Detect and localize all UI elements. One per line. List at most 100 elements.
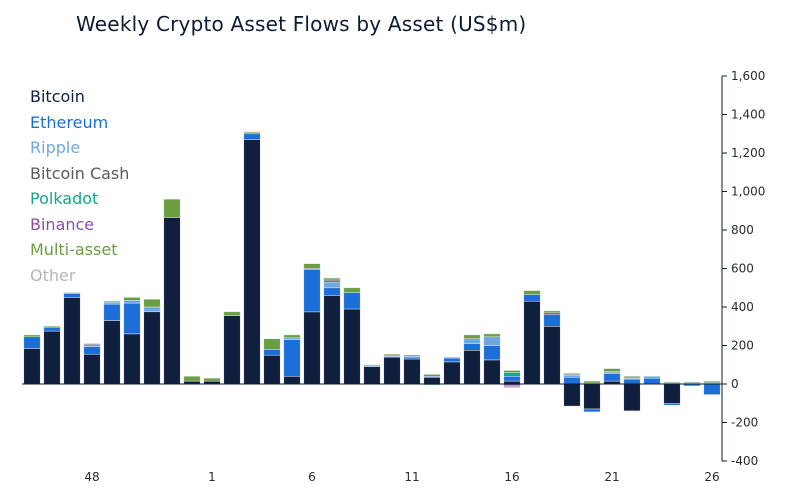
legend: Bitcoin Ethereum Ripple Bitcoin Cash Polkado…	[30, 84, 129, 288]
chart-title: Weekly Crypto Asset Flows by Asset (US$m…	[76, 12, 527, 36]
bar-polkadot-16	[503, 372, 521, 377]
bar-multi-asset-8	[343, 287, 361, 293]
bar-multi-asset-46	[43, 326, 61, 328]
bar-multi-asset-53	[183, 376, 201, 382]
bar-bitcoin-cash-11	[403, 354, 421, 357]
bar-ethereum-26	[703, 383, 721, 395]
bar-ethereum-8	[343, 292, 361, 310]
bar-bitcoin-13	[443, 361, 461, 385]
bar-bitcoin-10	[383, 356, 401, 385]
bar-multi-asset-21	[603, 368, 621, 372]
bar-multi-asset-51	[143, 299, 161, 308]
bar-ripple-50	[123, 300, 141, 304]
y-tick-label: 1,600	[731, 69, 765, 83]
bar-ripple-7	[323, 281, 341, 289]
bar-ethereum-23	[643, 377, 661, 385]
bar-multi-asset-6	[303, 263, 321, 269]
bar-bitcoin-46	[43, 330, 61, 385]
y-tick-label: 200	[731, 339, 754, 353]
bar-multi-asset-7	[323, 277, 341, 281]
y-tick-label: 1,200	[731, 146, 765, 160]
bar-multi-asset-52	[163, 198, 181, 218]
bar-bitcoin-8	[343, 308, 361, 385]
bar-multi-asset-45	[23, 334, 41, 338]
legend-entry-binance: Binance	[30, 214, 95, 234]
bar-multi-asset-5	[283, 334, 301, 339]
bar-ethereum-13	[443, 357, 461, 363]
y-tick-label: 0	[731, 377, 739, 391]
bar-ethereum-22	[623, 378, 641, 385]
bar-bitcoin-cash-48	[83, 343, 101, 345]
bar-ripple-13	[443, 356, 461, 359]
bar-multi-asset-15	[483, 333, 501, 338]
bar-bitcoin-20	[583, 383, 601, 410]
bar-ethereum-3	[243, 133, 261, 140]
bar-ethereum-20	[583, 408, 601, 413]
bar-multi-asset-22	[623, 376, 641, 378]
bar-binance-18	[543, 312, 561, 315]
bar-ethereum-47	[63, 293, 81, 298]
legend-entry-bitcoin-cash: Bitcoin Cash	[30, 163, 130, 183]
x-tick-label: 48	[84, 470, 99, 484]
bar-bitcoin-17	[523, 300, 541, 385]
bar-multi-asset-49	[103, 300, 121, 303]
bar-multi-asset-2	[223, 311, 241, 316]
bar-multi-asset-12	[423, 374, 441, 377]
bar-multi-asset-9	[363, 364, 381, 367]
bar-bitcoin-45	[23, 348, 41, 385]
x-tick-label: 26	[704, 470, 719, 484]
bar-ethereum-18	[543, 314, 561, 327]
bar-ethereum-49	[103, 303, 121, 321]
bar-bitcoin-2	[223, 315, 241, 385]
bar-multi-asset-26	[703, 380, 721, 383]
bar-bitcoin-15	[483, 359, 501, 385]
bar-ripple-5	[283, 337, 301, 340]
bar-multi-asset-25	[683, 381, 701, 384]
bar-bitcoin-9	[363, 366, 381, 385]
y-tick-label: 400	[731, 300, 754, 314]
y-tick-label: 600	[731, 262, 754, 276]
y-tick-label: 1,400	[731, 108, 765, 122]
bar-ethereum-16	[503, 376, 521, 382]
bar-bitcoin-11	[403, 358, 421, 385]
x-tick-label: 1	[208, 470, 216, 484]
bar-multi-asset-47	[63, 292, 81, 294]
x-tick-label: 11	[404, 470, 419, 484]
bar-ethereum-15	[483, 345, 501, 361]
bar-bitcoin-49	[103, 320, 121, 385]
bar-bitcoin-cash-7	[323, 279, 341, 283]
legend-entry-ripple: Ripple	[30, 138, 81, 157]
y-tick-label: 1,000	[731, 185, 765, 199]
bar-bitcoin-7	[323, 295, 341, 385]
legend-entry-multi-asset: Multi-asset	[30, 240, 118, 259]
bar-ethereum-24	[663, 403, 681, 406]
bar-ripple-49	[103, 301, 121, 305]
bar-ripple-14	[463, 338, 481, 344]
bar-ethereum-46	[43, 326, 61, 332]
y-tick-label: -400	[731, 454, 758, 468]
bar-bitcoin-48	[83, 353, 101, 385]
bar-ethereum-5	[283, 339, 301, 377]
bar-multi-asset-19	[563, 373, 581, 375]
bar-ethereum-14	[463, 343, 481, 351]
bar-ethereum-21	[603, 373, 621, 382]
bar-ethereum-4	[263, 349, 281, 356]
bar-bitcoin-4	[263, 354, 281, 385]
bar-bitcoin-52	[163, 217, 181, 385]
bar-ethereum-17	[523, 294, 541, 302]
legend-entry-polkadot: Polkadot	[30, 189, 99, 208]
bar-bitcoin-5	[283, 376, 301, 385]
bar-bitcoin-14	[463, 350, 481, 385]
bar-bitcoin-22	[623, 383, 641, 412]
bars	[23, 131, 721, 413]
bar-multi-asset-24	[663, 381, 681, 384]
bar-ethereum-11	[403, 356, 421, 360]
bar-ripple-51	[143, 306, 161, 313]
bar-multi-asset-16	[503, 370, 521, 373]
bar-ripple-23	[643, 376, 661, 379]
bar-ripple-15	[483, 336, 501, 346]
legend-entry-bitcoin: Bitcoin	[30, 87, 85, 106]
bar-multi-asset-20	[583, 380, 601, 384]
x-tick-label: 6	[308, 470, 316, 484]
